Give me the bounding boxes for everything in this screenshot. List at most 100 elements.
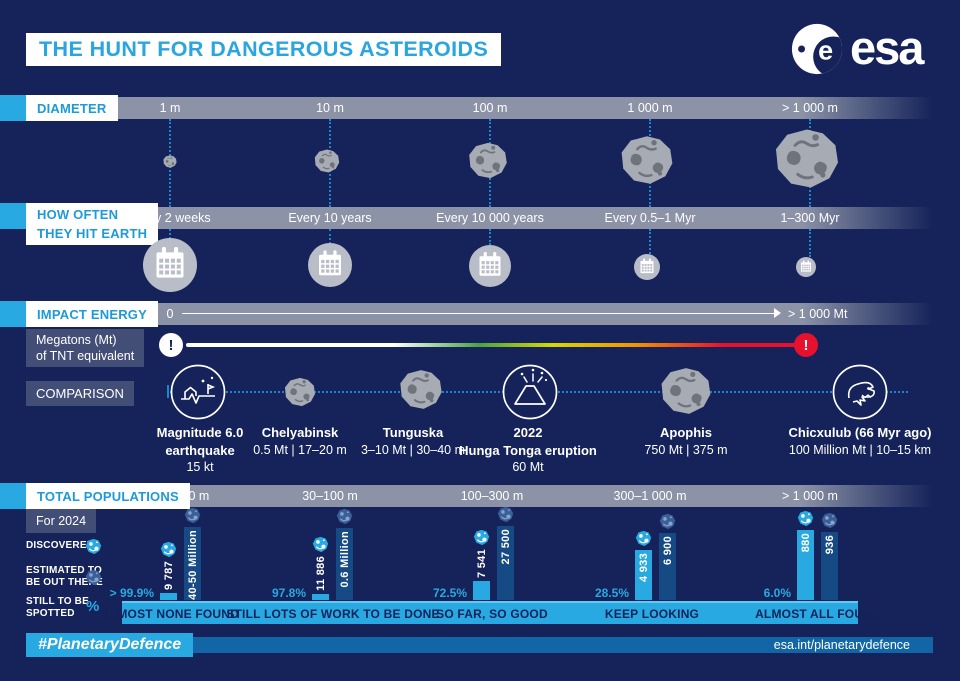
spotted-percentage: 6.0% [763,586,791,600]
diameter-row-label: DIAMETER [26,95,118,121]
estimated-bar-group: 0.6 Million [336,508,353,600]
estimated-bar: 6 900 [659,533,676,600]
row-accent-strip [0,483,26,509]
discovered-value: 7 541 [475,548,488,578]
esa-emblem-icon [790,22,844,76]
impact-units-note: Megatons (Mt) of TNT equivalent [26,329,145,367]
discovered-bar-group: 7 541 [473,529,490,600]
dotted-guide [169,229,171,239]
hashtag-badge: #PlanetaryDefence [26,633,194,657]
frequency-tick: Every 0.5–1 Myr [604,211,696,225]
estimated-asteroid-icon [336,508,353,525]
populations-tick: 300–1 000 m [613,489,687,503]
estimated-bar-group: 6 900 [659,513,676,600]
chart-column-300-1000m: 28.5% 4 933 6 900 [595,513,676,600]
estimated-bar: 27 500 [497,526,514,600]
frequency-tick: 1–300 Myr [780,211,840,225]
row-accent-strip [0,95,26,121]
percent-icon: % [86,598,100,615]
discovered-asteroid-icon [797,510,814,527]
discovered-bar: 4 933 [635,550,652,600]
populations-row-label: TOTAL POPULATIONS [26,483,190,509]
discovered-value: 9 787 [162,560,175,590]
legend-spotted: STILL TO BE SPOTTED [26,596,89,619]
estimated-bar: 0.6 Million [336,528,353,600]
asteroid-icon [468,142,508,179]
impact-scale-start: 0 [166,307,174,321]
frequency-tick: Every 10 000 years [436,211,544,225]
populations-tick: 100–300 m [460,489,524,503]
impact-band: 0 > 1 000 Mt [0,303,942,325]
estimated-value: 936 [823,535,836,555]
impact-energy-gradient [186,343,796,347]
verdict-label: STILL LOTS OF WORK TO BE DONE [226,606,440,621]
row-accent-strip [0,203,26,229]
spotted-percentage: 97.8% [271,586,306,600]
discovered-asteroid-icon [635,530,652,547]
estimated-bar-group: 40-50 Million [184,507,201,600]
legend-discovered: DISCOVERED [26,540,95,551]
chart-column-10-30m: > 99.9% 9 787 40-50 Million [110,507,201,600]
asteroid-icon [399,369,443,410]
verdict-label: ALMOST ALL FOUND [755,606,881,621]
estimated-value: 6 900 [661,536,674,566]
estimated-bar: 40-50 Million [184,527,201,600]
frequency-tick: Every 10 years [288,211,372,225]
dotted-guide [809,229,811,257]
diameter-tick: 1 000 m [627,101,673,115]
discovered-bar [473,581,490,600]
asteroid-icon [660,367,712,415]
diameter-tick: 10 m [316,101,344,115]
chart-column-100-300m: 72.5% 7 541 27 500 [433,506,514,600]
calendar-icon [308,243,352,287]
dotted-guide [329,229,331,244]
calendar-icon [469,245,511,287]
discovered-asteroid-icon [312,536,329,553]
discovered-asteroid-icon [473,529,490,546]
asteroid-icon [774,128,840,189]
comparison-item-label: Tunguska 3–10 Mt | 30–40 m [360,425,465,457]
comparison-item-label: Chelyabinsk 0.5 Mt | 17–20 m [253,425,347,457]
chart-column-over-1000m: 6.0% 880 936 [764,510,838,600]
populations-chart: > 99.9% 9 787 40-50 Million 97.8% 11 886 [0,510,960,600]
diameter-tick: 100 m [472,101,508,115]
calendar-icon [634,254,660,280]
estimated-value: 0.6 Million [338,531,351,588]
frequency-row-label: HOW OFTEN THEY HIT EARTH [26,203,159,245]
comparison-row-label: COMPARISON [26,381,134,406]
discovered-bar-group: 9 787 [160,541,177,600]
footer-strip [30,637,933,653]
spotted-percentage: > 99.9% [109,586,154,600]
esa-logo: esa [790,21,924,76]
footer-url[interactable]: esa.int/planetarydefence [773,638,910,652]
calendar-icon [143,238,197,292]
discovered-bar [160,593,177,600]
spotted-percentage: 72.5% [432,586,467,600]
populations-year-label: For 2024 [26,509,97,533]
chart-column-30-100m: 97.8% 11 886 0.6 Million [272,508,353,600]
asteroid-icon [163,155,177,168]
page-title: THE HUNT FOR DANGEROUS ASTEROIDS [39,37,489,61]
discovered-bar: 880 [797,530,814,600]
diameter-tick: > 1 000 m [782,101,838,115]
diameter-tick: 1 m [159,101,181,115]
esa-wordmark: esa [850,21,924,74]
discovered-value: 11 886 [314,556,327,591]
estimated-bar: 936 [821,532,838,600]
estimated-asteroid-icon [184,507,201,524]
estimated-asteroid-icon [659,513,676,530]
discovered-bar-group: 4 933 [635,530,652,600]
title-banner: THE HUNT FOR DANGEROUS ASTEROIDS [26,33,502,66]
warning-end-icon: ! [794,333,818,357]
row-accent-strip [0,301,26,327]
comparison-line-tick [167,385,169,398]
populations-tick: > 1 000 m [782,489,838,503]
estimated-value: 27 500 [499,529,512,565]
discovered-bar [312,594,329,600]
comparison-item-label: 2022 Hunga Tonga eruption 60 Mt [459,425,597,474]
verdict-label: SO FAR, SO GOOD [436,606,548,621]
estimated-bar-group: 27 500 [497,506,514,600]
asteroid-icon [284,377,316,407]
verdict-label: ALMOST NONE FOUND [100,606,240,621]
